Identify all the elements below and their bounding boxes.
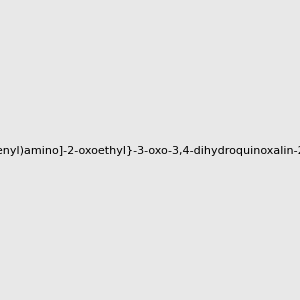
Text: N-(4-{2-[(3-bromophenyl)amino]-2-oxoethyl}-3-oxo-3,4-dihydroquinoxalin-2-yl)-N-e: N-(4-{2-[(3-bromophenyl)amino]-2-oxoethy… (0, 146, 300, 157)
